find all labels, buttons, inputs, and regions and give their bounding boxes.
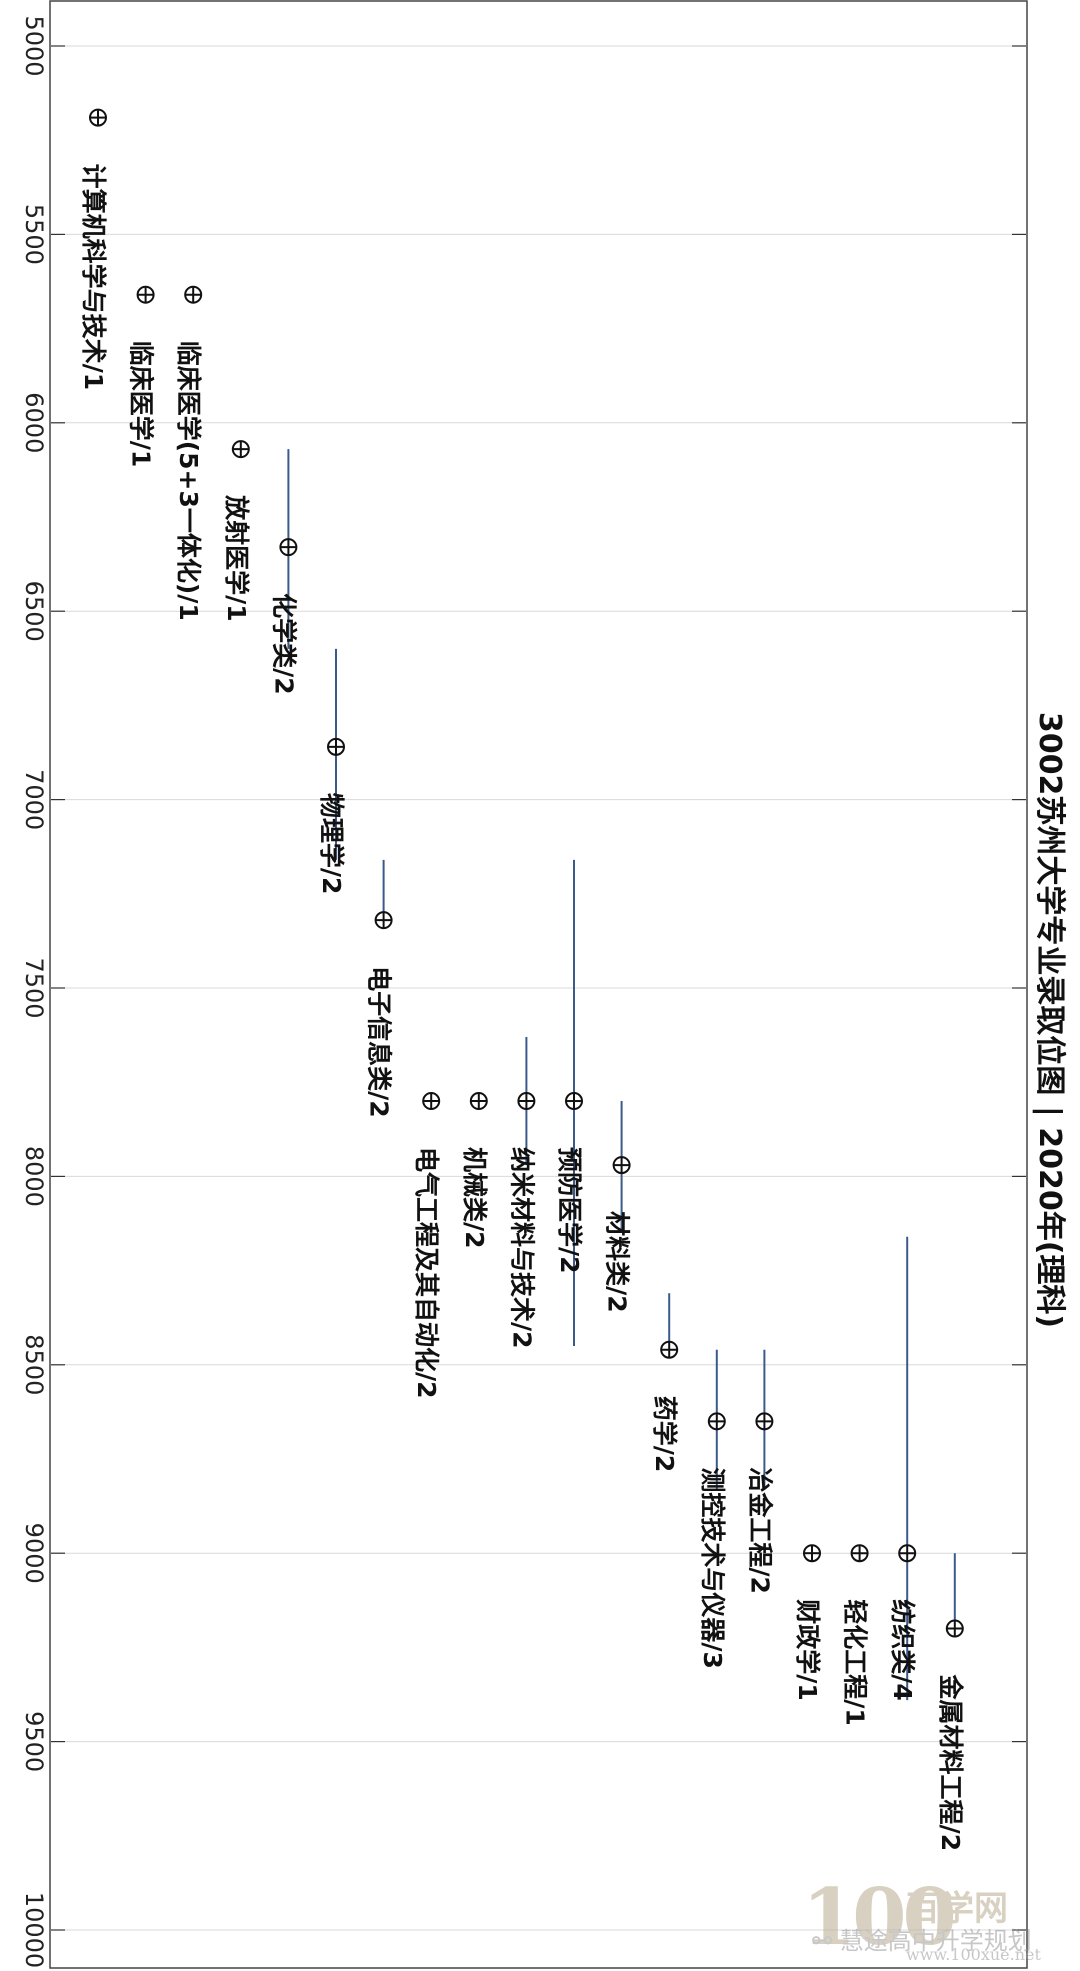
y-tick-label-8000: 8000 xyxy=(20,1146,48,1207)
point-label-3: 放射医学/1 xyxy=(222,494,251,622)
point-label-16: 轻化工程/1 xyxy=(841,1599,870,1726)
data-point-8 xyxy=(469,1092,488,1111)
data-point-14 xyxy=(755,1412,774,1431)
data-point-18 xyxy=(945,1619,964,1638)
data-point-12 xyxy=(660,1340,679,1359)
plot-frame xyxy=(49,0,1028,1969)
point-label-0: 计算机科学与技术/1 xyxy=(79,164,108,391)
y-tick-label-7000: 7000 xyxy=(20,769,48,830)
point-label-11: 材料类/2 xyxy=(603,1211,632,1313)
data-point-2 xyxy=(184,285,203,304)
data-point-3 xyxy=(231,440,250,459)
point-label-4: 化学类/2 xyxy=(269,593,298,695)
y-tick-label-8500: 8500 xyxy=(20,1334,48,1395)
point-label-12: 药学/2 xyxy=(650,1396,679,1473)
data-point-16 xyxy=(850,1544,869,1563)
point-label-14: 冶金工程/2 xyxy=(745,1467,774,1594)
value-axis: 5000 5500 6000 6500 7000 7500 8000 8500 9000 9500… xyxy=(20,15,48,1968)
data-point-13 xyxy=(707,1412,726,1431)
watermark: 100 百学网 ⚯ 慧途高中升学规划 www.100xue.net xyxy=(802,1879,1062,1965)
y-tick-label-7500: 7500 xyxy=(20,957,48,1018)
watermark-url: www.100xue.net xyxy=(906,1945,1041,1964)
y-tick-label-9500: 9500 xyxy=(20,1711,48,1772)
point-label-2: 临床医学(5+3一体化)/1 xyxy=(174,341,203,621)
y-tick-label-6500: 6500 xyxy=(20,581,48,642)
data-point-1 xyxy=(136,285,155,304)
watermark-site-name: 百学网 xyxy=(906,1889,1008,1929)
point-label-15: 财政学/1 xyxy=(793,1599,822,1701)
chart-title: 3002苏州大学专业录取位图 | 2020年(理科) xyxy=(1032,712,1067,1328)
data-point-10 xyxy=(565,1092,583,1111)
data-point-4 xyxy=(279,538,298,557)
point-label-9: 纳米材料与技术/2 xyxy=(507,1147,536,1349)
y-tick-label-10000: 10000 xyxy=(20,1892,48,1968)
data-point-9 xyxy=(517,1092,536,1111)
y-tick-label-6000: 6000 xyxy=(20,392,48,453)
data-point-11 xyxy=(612,1156,631,1175)
point-label-5: 物理学/2 xyxy=(317,793,346,895)
point-label-6: 电子信息类/2 xyxy=(365,966,394,1118)
point-label-18: 金属材料工程/2 xyxy=(936,1674,965,1852)
point-label-17: 纺织类/4 xyxy=(888,1599,917,1701)
watermark-logo: 100 xyxy=(802,1872,957,1963)
data-point-17 xyxy=(898,1544,917,1563)
point-label-7: 电气工程及其自动化/2 xyxy=(412,1147,441,1399)
data-point-7 xyxy=(422,1092,441,1111)
watermark-account: ⚯ 慧途高中升学规划 xyxy=(812,1921,1032,1956)
data-point-6 xyxy=(374,911,393,930)
data-point-15 xyxy=(803,1544,821,1563)
wechat-icon: ⚯ xyxy=(812,1927,833,1955)
point-label-10: 预防医学/2 xyxy=(555,1147,584,1274)
watermark-account-name: 慧途高中升学规划 xyxy=(839,1927,1032,1955)
point-labels: 计算机科学与技术/1 临床医学/1 临床医学(5+3一体化)/1 放射医学/1 化学类/… xyxy=(79,164,965,1851)
data-point-5 xyxy=(327,737,345,756)
y-tick-label-9000: 9000 xyxy=(20,1523,48,1584)
grid-lines xyxy=(51,45,1026,1931)
point-label-13: 测控技术与仪器/3 xyxy=(698,1467,727,1669)
point-label-8: 机械类/2 xyxy=(460,1147,489,1249)
point-label-1: 临床医学/1 xyxy=(127,341,156,468)
data-points xyxy=(89,108,964,1638)
y-tick-label-5000: 5000 xyxy=(20,15,48,76)
axis-ticks xyxy=(51,45,1026,1931)
y-tick-label-5500: 5500 xyxy=(20,204,48,265)
data-point-0 xyxy=(89,108,107,127)
